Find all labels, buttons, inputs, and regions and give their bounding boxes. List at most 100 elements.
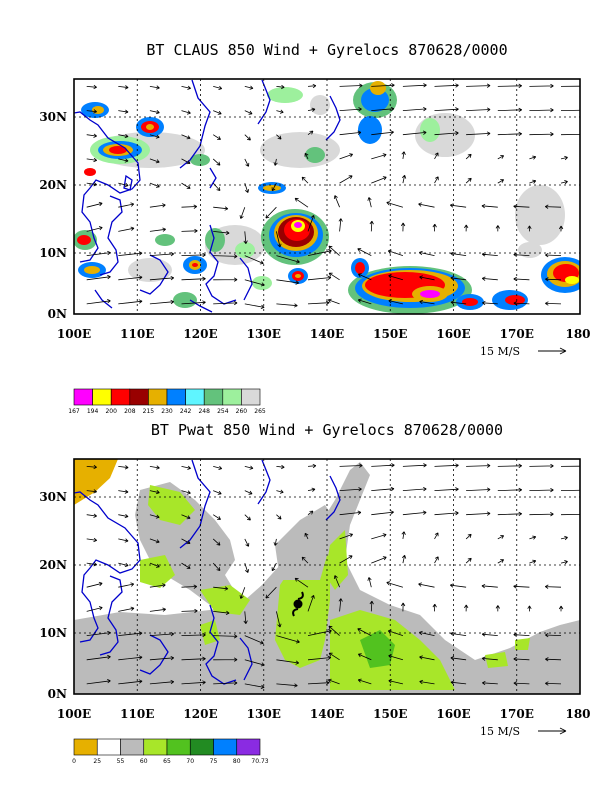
wind-vector-75 bbox=[301, 556, 309, 564]
colorbar-swatch-4 bbox=[166, 738, 191, 756]
bottom-x-tick-110: 110E bbox=[120, 707, 154, 721]
wind-vector-151 bbox=[545, 277, 562, 282]
wind-vector-122 bbox=[450, 251, 467, 256]
wind-vector-130 bbox=[482, 300, 498, 306]
wind-vector-29 bbox=[149, 85, 160, 90]
wind-vector-55 bbox=[244, 182, 250, 193]
wind-vector-119 bbox=[434, 463, 459, 468]
top-x-tick-170: 170E bbox=[500, 327, 534, 341]
wind-vector-43 bbox=[213, 230, 230, 236]
wind-vector-69 bbox=[276, 84, 285, 90]
wind-vector-72 bbox=[307, 629, 332, 636]
bottom-x-tick-130: 130E bbox=[247, 707, 281, 721]
wind-vector-87 bbox=[339, 130, 362, 136]
bottom-x-tick-100: 100E bbox=[57, 707, 91, 721]
wind-vector-64 bbox=[265, 586, 277, 599]
colorbar-swatch-5 bbox=[166, 388, 186, 406]
wind-vector-131 bbox=[481, 656, 498, 661]
wind-vector-135 bbox=[497, 179, 505, 184]
wind-vector-20 bbox=[149, 299, 175, 305]
wind-vector-99 bbox=[371, 463, 395, 468]
colorbar-swatch-5 bbox=[189, 738, 214, 756]
bottom-y-tick-20: 20N bbox=[39, 558, 67, 572]
wind-vector-46 bbox=[212, 538, 221, 546]
wind-vector-24 bbox=[149, 583, 166, 588]
colorbar-label-4: 215 bbox=[143, 408, 155, 415]
wind-vector-107 bbox=[402, 510, 427, 516]
wind-vector-138 bbox=[497, 107, 523, 113]
wind-vector-18 bbox=[118, 489, 129, 494]
wind-vector-148 bbox=[529, 487, 554, 493]
wind-vector-121 bbox=[450, 656, 467, 661]
wind-vector-125 bbox=[465, 557, 472, 564]
wind-vector-20 bbox=[149, 679, 175, 685]
wind-vector-128 bbox=[466, 487, 491, 492]
colorbar-label-4: 65 bbox=[163, 758, 171, 765]
wind-vector-119 bbox=[434, 83, 459, 88]
wind-vector-86 bbox=[339, 533, 354, 540]
wind-vector-89 bbox=[339, 463, 363, 468]
wind-vector-120 bbox=[450, 680, 467, 685]
wind-vector-155 bbox=[560, 560, 568, 565]
wind-vector-43 bbox=[213, 610, 230, 616]
wind-vector-2 bbox=[86, 630, 111, 636]
storm-symbol-icon bbox=[292, 591, 304, 617]
wind-vector-158 bbox=[560, 109, 580, 111]
wind-vector-111 bbox=[419, 655, 435, 661]
wind-vector-146 bbox=[529, 535, 537, 540]
wind-vector-57 bbox=[244, 514, 251, 521]
bottom-panel: BT Pwat 850 Wind + Gyrelocs 870628/0000 bbox=[39, 421, 590, 765]
wind-vector-147 bbox=[529, 132, 554, 137]
wind-vector-69 bbox=[276, 464, 285, 470]
wind-vector-135 bbox=[497, 559, 505, 564]
wind-vector-31 bbox=[181, 656, 206, 661]
wind-vector-32 bbox=[181, 632, 206, 638]
colorbar-label-2: 200 bbox=[105, 408, 117, 415]
wind-vector-108 bbox=[402, 486, 427, 492]
wind-vector-15 bbox=[118, 562, 129, 567]
wind-vector-67 bbox=[276, 134, 282, 140]
wind-vector-153 bbox=[558, 605, 564, 612]
bottom-x-tick-150: 150E bbox=[373, 707, 407, 721]
colorbar-swatch-7 bbox=[203, 388, 224, 406]
wind-vector-133 bbox=[495, 225, 500, 232]
wind-vector-129 bbox=[466, 83, 491, 88]
wind-vector-115 bbox=[434, 556, 439, 564]
bottom-plot-area bbox=[74, 459, 580, 694]
wind-vector-149 bbox=[529, 463, 554, 469]
wind-vector-100 bbox=[388, 299, 403, 305]
top-x-tick-130: 130E bbox=[247, 327, 281, 341]
wind-vector-25 bbox=[149, 182, 160, 188]
wind-vector-111 bbox=[419, 275, 435, 281]
wind-vector-91 bbox=[357, 653, 372, 661]
wind-vector-14 bbox=[118, 202, 135, 208]
wind-vector-28 bbox=[149, 110, 160, 115]
wind-vector-17 bbox=[118, 514, 129, 519]
wind-vector-127 bbox=[466, 131, 491, 136]
wind-vector-77 bbox=[307, 130, 314, 136]
wind-vector-23 bbox=[149, 227, 166, 232]
wind-vector-117 bbox=[434, 131, 459, 136]
wind-vector-144 bbox=[513, 584, 530, 589]
colorbar-label-2: 55 bbox=[117, 758, 125, 765]
wind-vector-159 bbox=[560, 465, 580, 467]
wind-vector-123 bbox=[464, 224, 469, 232]
wind-vector-113 bbox=[432, 223, 437, 232]
bottom-wind-vectors bbox=[86, 463, 580, 689]
wind-vector-142 bbox=[513, 252, 530, 257]
wind-vector-16 bbox=[118, 158, 129, 163]
wind-vector-11 bbox=[118, 655, 143, 661]
bottom-y-tick-10: 10N bbox=[39, 626, 67, 640]
wind-vector-78 bbox=[307, 107, 316, 112]
wind-vector-118 bbox=[434, 487, 459, 492]
top-y-tick-10: 10N bbox=[39, 246, 67, 260]
top-y-tick-20: 20N bbox=[39, 178, 67, 192]
wind-vector-48 bbox=[213, 110, 222, 115]
wind-vector-54 bbox=[239, 207, 246, 219]
wind-vector-23 bbox=[149, 607, 166, 612]
bottom-y-tick-0: 0N bbox=[48, 687, 67, 701]
wind-vector-150 bbox=[545, 681, 562, 686]
wind-vector-65 bbox=[271, 562, 277, 572]
top-x-tick-120: 120E bbox=[183, 327, 217, 341]
wind-vector-99 bbox=[371, 83, 395, 88]
